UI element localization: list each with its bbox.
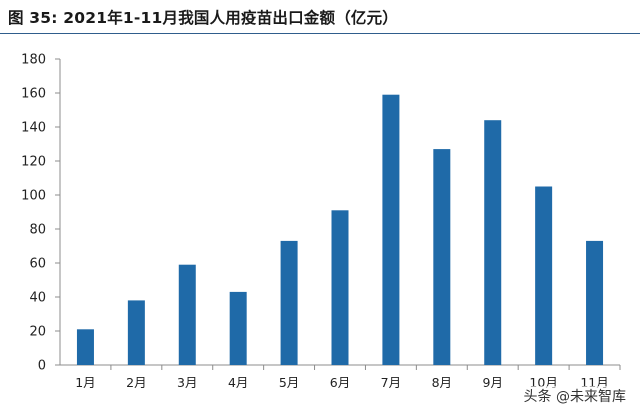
bar	[586, 240, 604, 365]
y-tick-label: 80	[29, 223, 46, 238]
bar	[229, 291, 247, 365]
y-tick-label: 0	[38, 359, 46, 374]
x-tick-label: 4月	[228, 375, 248, 390]
x-tick-label: 5月	[279, 375, 299, 390]
x-tick-label: 7月	[381, 375, 401, 390]
x-tick-label: 3月	[177, 375, 197, 390]
bar	[76, 329, 94, 365]
bar	[280, 240, 298, 365]
bar	[433, 149, 451, 365]
y-tick-label: 140	[21, 121, 46, 136]
bar	[127, 300, 145, 365]
watermark: 头条 @未来智库	[521, 386, 628, 406]
bar	[484, 120, 502, 365]
y-tick-label: 120	[21, 155, 46, 170]
chart-title: 图 35: 2021年1-11月我国人用疫苗出口金额（亿元）	[8, 8, 398, 27]
y-tick-label: 180	[21, 53, 46, 68]
x-tick-label: 8月	[432, 375, 452, 390]
bar	[178, 264, 196, 365]
y-tick-label: 100	[21, 189, 46, 204]
title-bar: 图 35: 2021年1-11月我国人用疫苗出口金额（亿元）	[0, 0, 640, 34]
x-tick-label: 2月	[126, 375, 146, 390]
y-tick-label: 20	[29, 325, 46, 340]
y-tick-label: 60	[29, 257, 46, 272]
bar	[382, 94, 400, 365]
bar	[331, 210, 349, 365]
x-tick-label: 6月	[330, 375, 350, 390]
y-tick-label: 160	[21, 87, 46, 102]
x-tick-label: 9月	[483, 375, 503, 390]
bar	[535, 186, 553, 365]
y-tick-label: 40	[29, 291, 46, 306]
x-tick-label: 1月	[75, 375, 95, 390]
